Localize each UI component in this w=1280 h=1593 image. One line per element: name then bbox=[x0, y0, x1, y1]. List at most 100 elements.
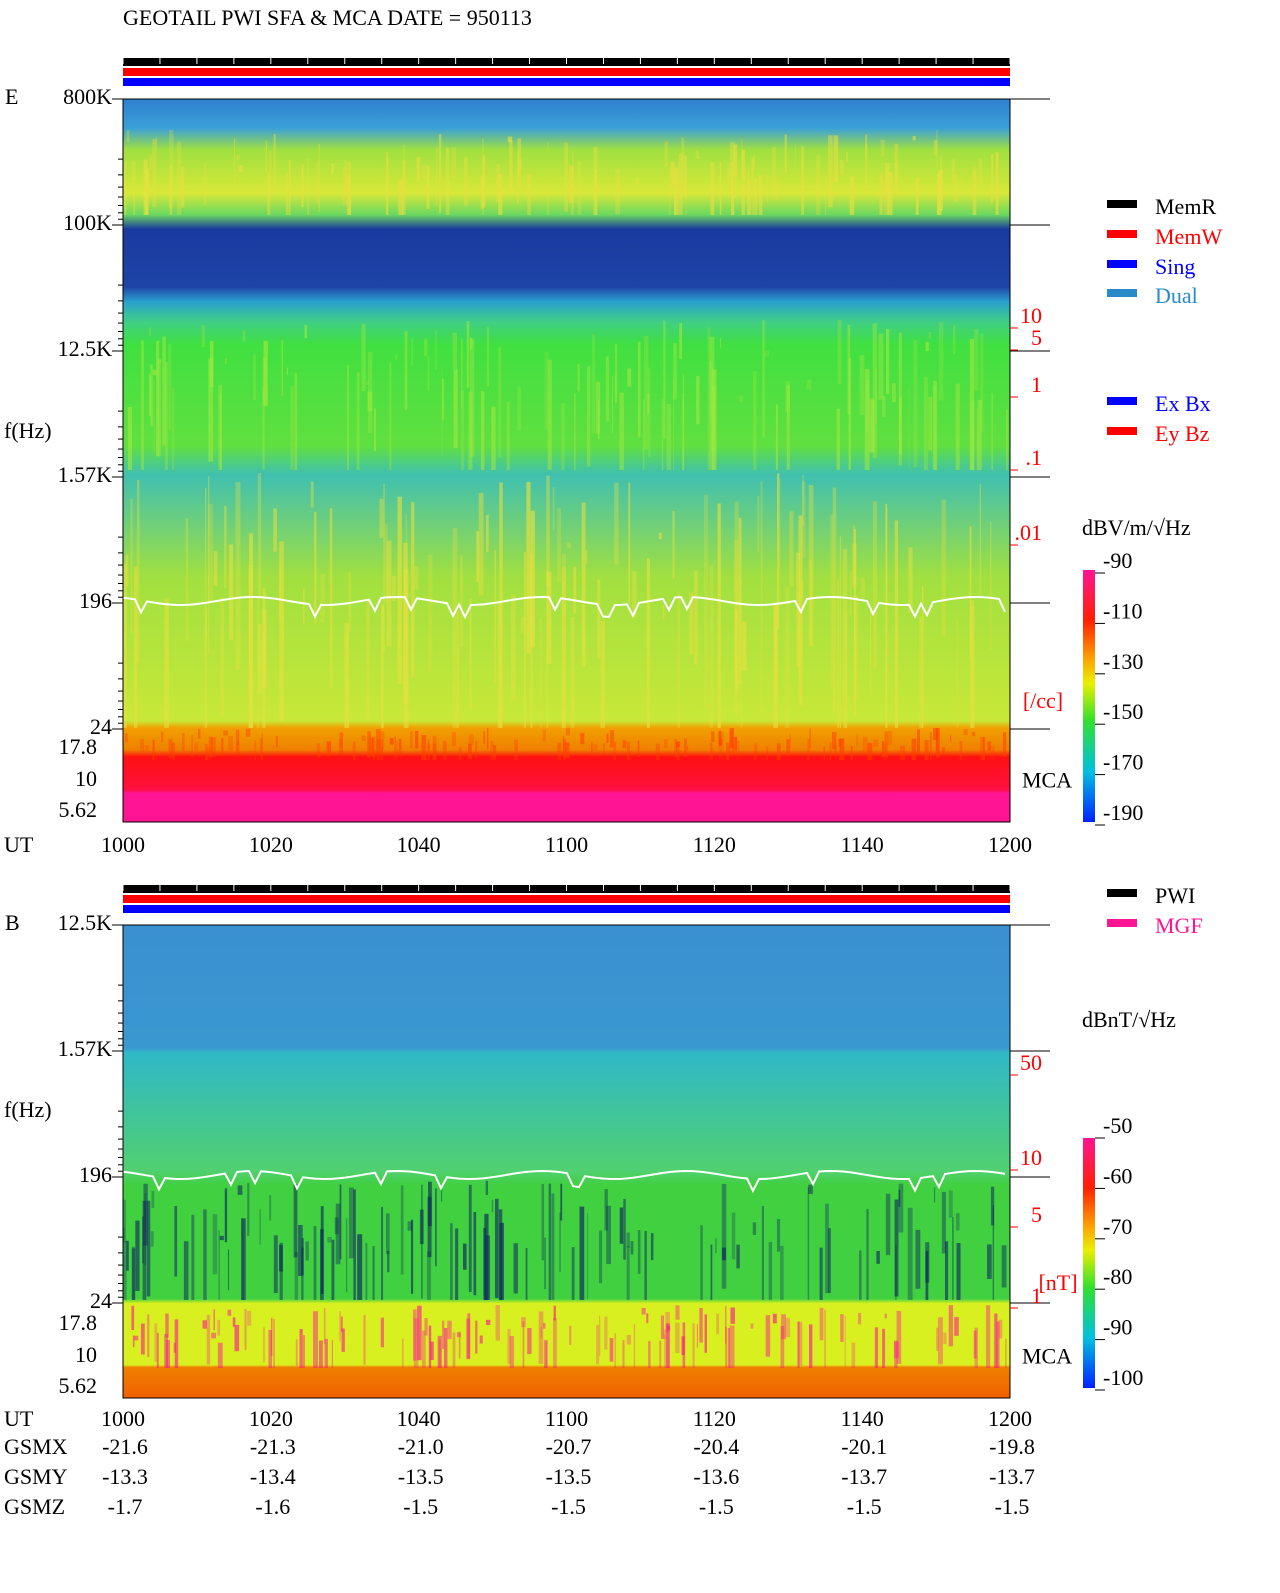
time-tick-label: 1100 bbox=[545, 832, 588, 857]
spectrogram-streak bbox=[486, 327, 490, 387]
spectrogram-streak bbox=[842, 549, 848, 728]
spectrogram-streak bbox=[442, 1320, 445, 1350]
spectrogram-streak bbox=[941, 499, 946, 637]
spectrogram-streak bbox=[885, 507, 888, 728]
spectrogram-streak bbox=[544, 1237, 546, 1290]
spectrogram-streak bbox=[774, 178, 779, 201]
spectrogram-streak bbox=[912, 136, 916, 141]
spectrogram-streak bbox=[673, 167, 679, 215]
spectrogram-streak bbox=[834, 745, 837, 757]
spectrogram-streak bbox=[381, 604, 384, 728]
spectrogram-streak bbox=[149, 153, 153, 170]
spectrogram-streak bbox=[290, 386, 294, 470]
spectrogram-streak bbox=[416, 157, 421, 181]
spectrogram-streak bbox=[562, 736, 565, 758]
spectrogram-streak bbox=[339, 732, 344, 755]
legend-label: Sing bbox=[1155, 254, 1195, 279]
spectrogram-streak bbox=[762, 320, 765, 437]
spectrogram-streak bbox=[752, 1222, 757, 1235]
spectrogram-streak bbox=[921, 586, 924, 728]
freq-tick-label: 24 bbox=[90, 1288, 112, 1313]
right-scale-label: 1 bbox=[1031, 372, 1042, 397]
spectrogram-streak bbox=[573, 566, 577, 614]
spectrogram-streak bbox=[400, 1185, 404, 1275]
spectrogram-streak bbox=[960, 178, 962, 190]
spectrogram-streak bbox=[394, 736, 396, 760]
spectrogram-streak bbox=[347, 161, 351, 215]
spectrogram-streak bbox=[633, 1324, 636, 1368]
spectrogram-streak bbox=[458, 1331, 461, 1359]
spectrogram-streak bbox=[174, 1319, 179, 1368]
spectrogram-streak bbox=[366, 601, 370, 719]
spectrogram-streak bbox=[331, 1340, 333, 1368]
spectrogram-streak bbox=[725, 1326, 727, 1368]
spectrogram-streak bbox=[563, 738, 566, 760]
orbit-value: -19.8 bbox=[989, 1434, 1035, 1459]
spectrogram-streak bbox=[683, 738, 687, 757]
spectrogram-streak bbox=[978, 158, 983, 186]
spectrogram-streak bbox=[499, 1222, 504, 1300]
spectrogram-streak bbox=[424, 1318, 428, 1336]
orbit-value: -13.5 bbox=[398, 1464, 444, 1489]
time-tick-label: 1040 bbox=[397, 1406, 441, 1431]
spectrogram-streak bbox=[626, 1334, 632, 1345]
spectrogram-streak bbox=[753, 155, 755, 169]
spectrogram-streak bbox=[313, 1226, 317, 1300]
spectrogram-streak bbox=[220, 596, 225, 717]
freq-tick-label: 1.57K bbox=[58, 462, 113, 487]
spectrogram-streak bbox=[895, 1244, 897, 1300]
spectrogram-streak bbox=[169, 130, 174, 208]
spectrogram-streak bbox=[443, 740, 447, 760]
spectrogram-streak bbox=[507, 136, 513, 143]
spectrogram-streak bbox=[807, 1187, 810, 1300]
spectrogram-streak bbox=[485, 1180, 489, 1196]
spectrogram-streak bbox=[707, 327, 711, 470]
spectrogram-streak bbox=[712, 408, 715, 414]
freq-tick-label: 100K bbox=[63, 210, 112, 235]
spectrogram-streak bbox=[663, 1329, 667, 1339]
freq-tick-label: 24 bbox=[90, 714, 112, 739]
spectrogram-streak bbox=[641, 1307, 646, 1315]
spectrogram-streak bbox=[302, 1335, 305, 1368]
spectrogram-streak bbox=[924, 740, 929, 760]
spectrogram-streak bbox=[279, 1242, 283, 1300]
spectrogram-streak bbox=[126, 130, 130, 143]
spectrogram-streak bbox=[734, 540, 739, 677]
spectrogram-streak bbox=[237, 1185, 243, 1195]
spectrogram-streak bbox=[368, 737, 372, 752]
spectrogram-streak bbox=[591, 334, 596, 434]
spectrogram-streak bbox=[784, 586, 790, 728]
spectrogram-streak bbox=[339, 1184, 342, 1260]
spectrogram-streak bbox=[372, 1246, 375, 1300]
spectrogram-streak bbox=[632, 571, 637, 618]
spectrogram-streak bbox=[940, 155, 942, 178]
spectrogram-streak bbox=[298, 1225, 303, 1276]
spectrogram-streak bbox=[403, 144, 405, 181]
spectrogram-streak bbox=[260, 738, 263, 760]
spectrogram-streak bbox=[560, 1183, 563, 1221]
colorbar-tick-label: -50 bbox=[1103, 1113, 1132, 1138]
spectrogram-streak bbox=[482, 155, 486, 208]
spectrogram-streak bbox=[604, 1316, 608, 1350]
time-label: UT bbox=[4, 832, 34, 857]
mca-tick-label: 5.62 bbox=[59, 797, 98, 822]
spectrogram-streak bbox=[647, 393, 650, 415]
spectrogram-streak bbox=[217, 1319, 221, 1336]
spectrogram-streak bbox=[223, 730, 229, 736]
spectrogram-streak bbox=[227, 1249, 230, 1291]
spectrogram-streak bbox=[850, 745, 853, 760]
spectrogram-streak bbox=[361, 323, 366, 392]
spectrogram-streak bbox=[977, 399, 982, 470]
spectrogram-streak bbox=[776, 473, 780, 630]
spectrogram-streak bbox=[517, 152, 519, 205]
spectrogram-streak bbox=[953, 325, 956, 355]
spectrogram-streak bbox=[421, 1330, 426, 1368]
spectrogram-streak bbox=[164, 598, 169, 728]
spectrogram-streak bbox=[539, 618, 542, 728]
spectrogram-streak bbox=[490, 740, 494, 760]
spectrogram-streak bbox=[734, 175, 737, 198]
spectrogram-streak bbox=[559, 1212, 561, 1272]
spectrogram-streak bbox=[956, 620, 959, 728]
spectrogram-streak bbox=[259, 1209, 261, 1245]
